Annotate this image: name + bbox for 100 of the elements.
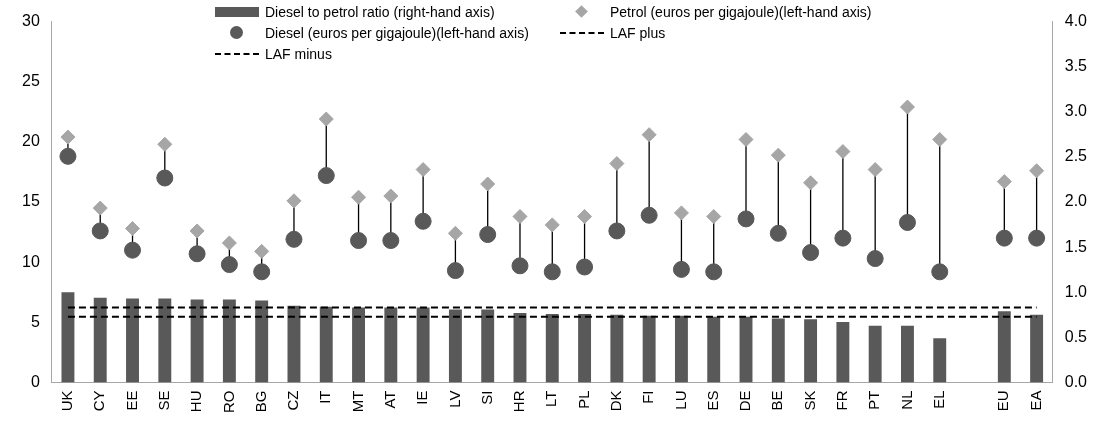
- x-tick-label: PT: [865, 390, 883, 410]
- point: [188, 245, 206, 263]
- x-tick-label: LT: [542, 390, 560, 407]
- point: [382, 232, 400, 250]
- x-tick-label: CZ: [284, 390, 302, 411]
- bar: [868, 325, 882, 383]
- point: [867, 162, 883, 178]
- y2-tick-label: 0.0: [1064, 372, 1088, 390]
- bar: [513, 313, 527, 383]
- point: [350, 232, 368, 250]
- point: [479, 226, 497, 244]
- legend-label: Petrol (euros per gigajoule)(left-hand axis): [610, 4, 872, 20]
- legend-label: LAF plus: [610, 25, 666, 41]
- point: [1028, 229, 1046, 247]
- point: [221, 235, 237, 251]
- y2-tick-label: 2.0: [1064, 192, 1088, 210]
- point: [124, 241, 142, 259]
- point: [92, 200, 108, 216]
- y-tick-label: 5: [30, 312, 40, 330]
- x-tick-label: HR: [510, 390, 528, 413]
- y-tick-label: 25: [22, 72, 40, 90]
- point: [544, 217, 560, 233]
- x-tick-label: EL: [929, 390, 947, 409]
- point: [59, 147, 77, 165]
- point: [899, 99, 915, 115]
- x-tick-label: PL: [574, 390, 592, 409]
- bar: [158, 298, 172, 383]
- point: [609, 156, 625, 172]
- bar: [352, 307, 365, 383]
- bar: [545, 313, 559, 383]
- point: [737, 210, 755, 228]
- point: [996, 174, 1012, 190]
- point: [414, 212, 432, 230]
- point: [220, 256, 238, 274]
- bar: [707, 316, 721, 383]
- x-tick-label: MT: [348, 390, 366, 413]
- point: [803, 175, 819, 191]
- point: [898, 214, 916, 231]
- point: [254, 243, 270, 259]
- point: [672, 260, 690, 278]
- point: [640, 206, 658, 224]
- point: [189, 223, 205, 239]
- point: [317, 167, 335, 185]
- x-tick-label: NL: [897, 390, 915, 410]
- x-tick-label: FR: [833, 390, 851, 411]
- x-tick-label: LU: [671, 390, 689, 410]
- y-tick-label: 0: [30, 372, 40, 390]
- point: [577, 208, 593, 224]
- bar: [448, 309, 462, 383]
- x-tick-label: IT: [316, 390, 334, 404]
- bar: [997, 311, 1011, 383]
- point: [706, 208, 722, 224]
- x-tick-label: HU: [187, 390, 205, 413]
- bar: [610, 314, 624, 383]
- bar: [481, 309, 495, 383]
- point: [673, 205, 689, 221]
- bar: [901, 325, 914, 383]
- bar: [190, 299, 204, 383]
- bar: [674, 315, 688, 383]
- legend-label: Diesel (euros per gigajoule)(left-hand axis): [265, 25, 529, 41]
- point: [738, 131, 754, 147]
- point: [125, 221, 141, 237]
- bar: [255, 300, 269, 383]
- point: [446, 262, 464, 280]
- point: [415, 162, 431, 178]
- point: [543, 263, 561, 281]
- bar: [1030, 314, 1044, 383]
- point: [91, 222, 109, 240]
- bar: [319, 306, 333, 383]
- point: [995, 229, 1013, 247]
- bar: [739, 316, 753, 383]
- point: [641, 127, 657, 143]
- point: [318, 111, 334, 127]
- point: [512, 208, 528, 224]
- y-tick-label: 15: [22, 192, 40, 210]
- point: [835, 144, 851, 160]
- x-tick-label: CY: [90, 390, 108, 412]
- y-tick-label: 30: [22, 12, 40, 30]
- bar: [384, 307, 398, 383]
- y2-tick-label: 0.5: [1064, 327, 1088, 345]
- y-tick-label: 10: [22, 252, 40, 270]
- x-tick-label: SK: [800, 390, 818, 411]
- point: [351, 189, 367, 205]
- y-tick-label: 20: [22, 132, 40, 150]
- x-tick-label: BE: [768, 390, 786, 411]
- x-tick-label: UK: [58, 390, 76, 412]
- y2-tick-label: 4.0: [1064, 12, 1088, 30]
- x-tick-label: LV: [445, 390, 463, 408]
- point: [157, 136, 173, 152]
- x-tick-label: EE: [122, 390, 140, 411]
- bar: [61, 292, 75, 383]
- point: [253, 263, 271, 281]
- bar: [222, 299, 236, 383]
- point: [932, 131, 948, 147]
- x-tick-label: DK: [607, 390, 624, 412]
- point: [802, 244, 820, 262]
- x-tick-label: IE: [413, 390, 431, 405]
- y2-tick-label: 1.5: [1064, 237, 1088, 255]
- point: [1029, 163, 1045, 179]
- point: [866, 250, 884, 268]
